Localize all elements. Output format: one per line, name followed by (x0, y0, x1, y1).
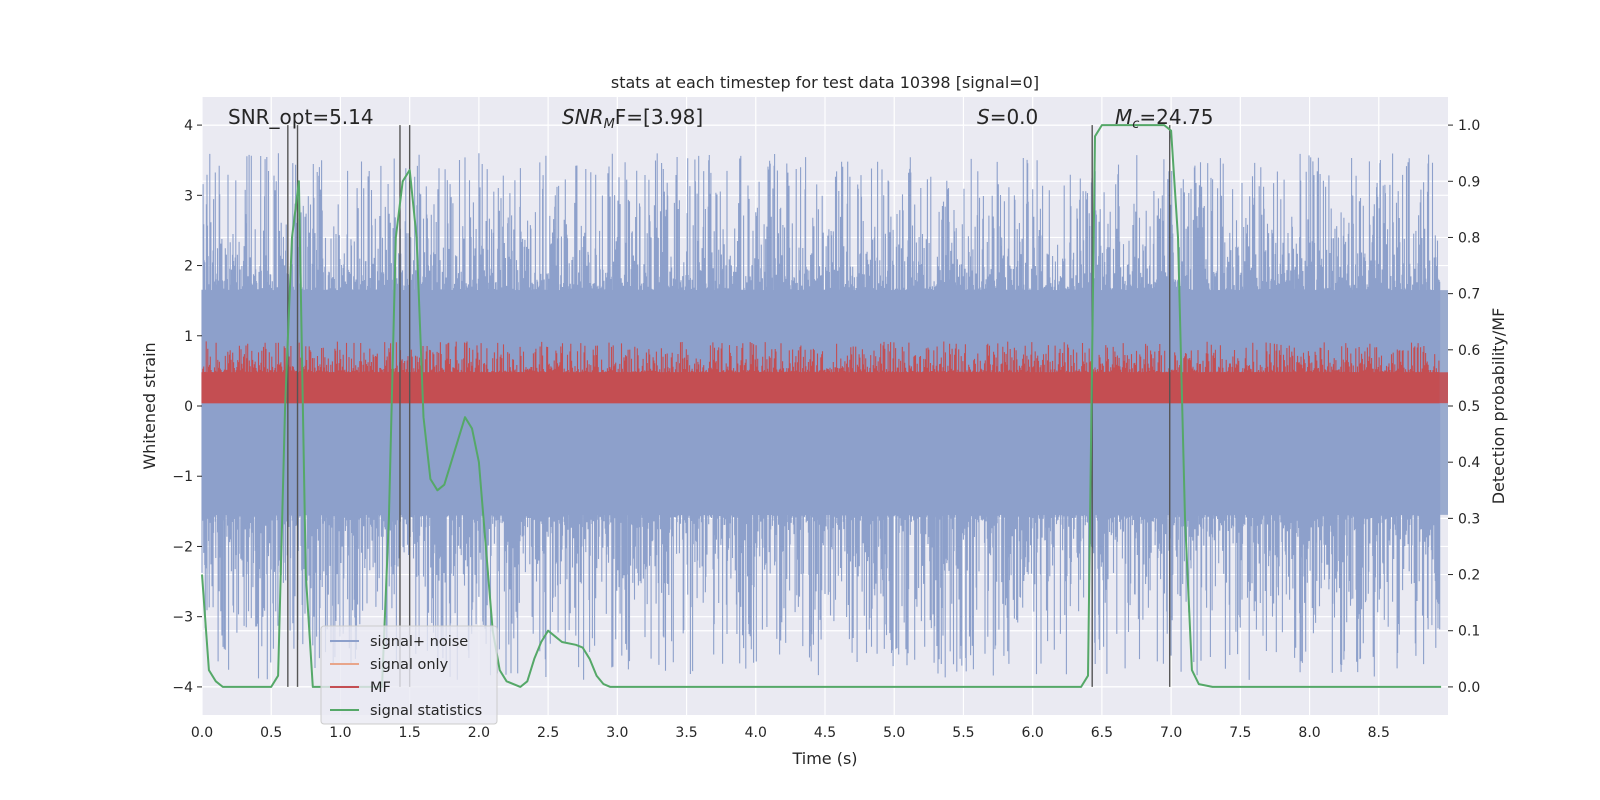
x-tick-label: 2.5 (537, 725, 559, 741)
x-tick-label: 5.0 (883, 725, 905, 741)
x-tick-label: 3.5 (675, 725, 697, 741)
y-tick-label: 1 (184, 329, 193, 345)
legend-item-signal-only: signal only (330, 657, 449, 673)
x-tick-label: 6.5 (1091, 725, 1113, 741)
annotation-mc: Mc=24.75 (1115, 105, 1213, 132)
legend-box (320, 625, 498, 725)
legend-item-signal-noise: signal+ noise (330, 634, 468, 650)
y-tick-label: 2 (184, 259, 193, 275)
legend-item-signal-statistics: signal statistics (330, 703, 482, 719)
legend-label: signal statistics (370, 703, 482, 719)
legend-label: MF (370, 680, 391, 696)
y2-tick-label: 1.0 (1458, 118, 1480, 134)
y-tick-label: 3 (184, 188, 193, 204)
x-tick-label: 5.5 (952, 725, 974, 741)
x-axis-label: Time (s) (791, 749, 857, 768)
y2-tick-label: 0.9 (1458, 174, 1480, 190)
x-tick-label: 8.0 (1298, 725, 1320, 741)
y2-tick-label: 0.8 (1458, 230, 1480, 246)
y-axis-label: Whitened strain (140, 342, 159, 469)
y2-tick-label: 0.2 (1458, 568, 1480, 584)
y2-tick-label: 0.6 (1458, 343, 1480, 359)
x-tick-label: 4.5 (814, 725, 836, 741)
annotation-snr-mf: SNRMF=[3.98] (562, 105, 703, 132)
y-tick-label: 0 (184, 399, 193, 415)
x-tick-label: 1.0 (329, 725, 351, 741)
legend-item-mf: MF (330, 680, 391, 696)
y2-tick-label: 0.5 (1458, 399, 1480, 415)
y-tick-label: −1 (172, 469, 193, 485)
legend: signal+ noise signal only MF signal stat… (320, 625, 498, 725)
y2-axis-label: Detection probability/MF (1489, 308, 1508, 505)
y-tick-label: −2 (172, 539, 193, 555)
x-tick-label: 4.0 (745, 725, 767, 741)
y2-tick-label: 0.3 (1458, 511, 1480, 527)
mf-line (201, 341, 1440, 404)
legend-label: signal+ noise (370, 634, 468, 650)
x-tick-label: 3.0 (606, 725, 628, 741)
annotation-s: S=0.0 (977, 105, 1038, 129)
x-tick-label: 7.5 (1229, 725, 1251, 741)
x-tick-label: 0.5 (260, 725, 282, 741)
x-tick-label: 2.0 (468, 725, 490, 741)
x-tick-label: 6.0 (1022, 725, 1044, 741)
y-tick-label: 4 (184, 118, 193, 134)
x-tick-label: 0.0 (191, 725, 213, 741)
y2-tick-label: 0.7 (1458, 287, 1480, 303)
x-tick-label: 1.5 (399, 725, 421, 741)
chart-title: stats at each timestep for test data 103… (611, 73, 1039, 92)
axes-labels: 0.0 0.5 1.0 1.5 2.0 2.5 3.0 3.5 4.0 4.5 5.0 5.5 6.0 6… (172, 118, 1480, 741)
legend-label: signal only (370, 657, 449, 673)
y-tick-label: −4 (172, 680, 193, 696)
y2-tick-label: 0.1 (1458, 624, 1480, 640)
x-tick-label: 8.5 (1368, 725, 1390, 741)
y2-tick-label: 0.4 (1458, 455, 1480, 471)
y2-tick-label: 0.0 (1458, 680, 1480, 696)
y-tick-label: −3 (172, 610, 193, 626)
x-tick-label: 7.0 (1160, 725, 1182, 741)
annotation-snr-opt: SNR_opt=5.14 (228, 105, 374, 129)
